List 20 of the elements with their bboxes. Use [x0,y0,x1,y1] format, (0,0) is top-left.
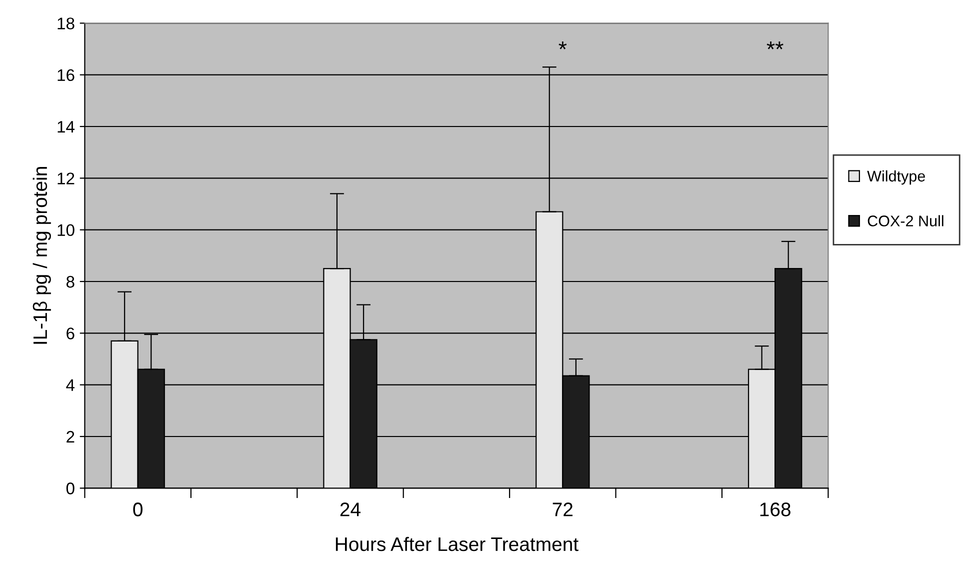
y-tick-label: 18 [58,18,74,30]
x-tick-label: 168 [760,502,790,516]
x-tick-label: 72 [552,502,573,516]
x-axis-title: Hours After Laser Treatment [336,536,578,552]
y-tick-label: 2 [66,430,74,443]
y-tick-label: 12 [58,172,74,184]
y-tick-label: 14 [58,121,75,133]
y-tick-label: 4 [66,379,75,391]
y-tick-label: 6 [66,328,74,340]
annotation: ** [766,42,784,50]
y-tick-label: 16 [58,69,74,82]
y-axis-title: IL-1β pg / mg protein [32,167,51,344]
x-tick-label: 0 [133,502,142,516]
x-tick-label: 24 [340,502,361,516]
y-tick-label: 8 [66,276,74,288]
legend-label: Wildtype [867,170,925,185]
annotation: * [558,42,567,50]
y-tick-label: 0 [66,482,74,494]
legend-label: COX-2 Null [868,215,944,226]
y-tick-label: 10 [58,224,74,236]
